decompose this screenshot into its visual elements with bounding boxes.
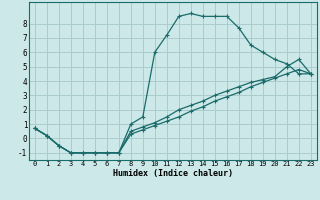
X-axis label: Humidex (Indice chaleur): Humidex (Indice chaleur) (113, 169, 233, 178)
